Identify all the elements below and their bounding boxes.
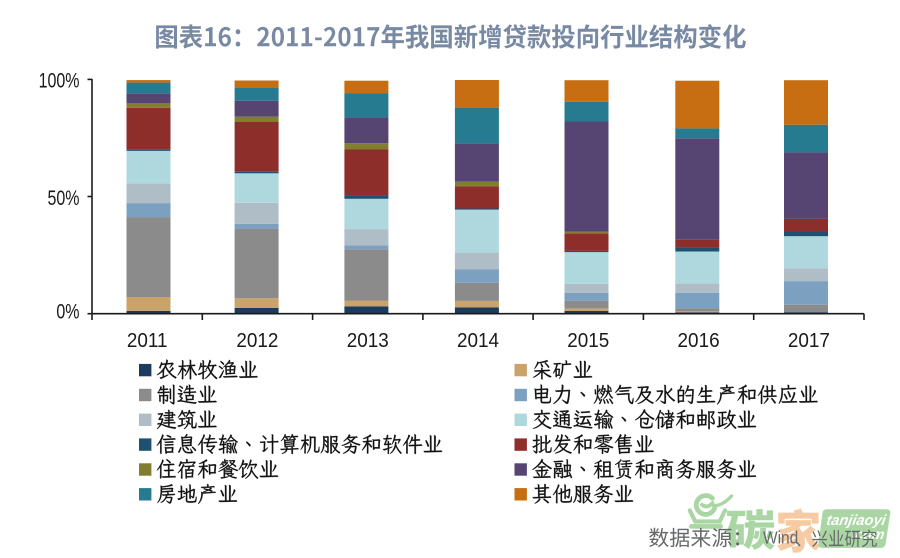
svg-text:2011: 2011 [127,330,168,353]
svg-text:2015: 2015 [567,330,609,353]
svg-text:2016: 2016 [678,330,720,353]
svg-text:tanjiaoyi: tanjiaoyi [825,513,888,529]
svg-text:2017: 2017 [788,330,830,353]
svg-text:2012: 2012 [236,330,278,353]
svg-text:Wind: Wind [763,528,798,548]
svg-text:2014: 2014 [457,330,499,353]
svg-text:100%: 100% [39,69,80,93]
svg-text:0%: 0% [56,300,79,324]
svg-text:2013: 2013 [347,330,389,353]
svg-text:50%: 50% [47,186,79,210]
